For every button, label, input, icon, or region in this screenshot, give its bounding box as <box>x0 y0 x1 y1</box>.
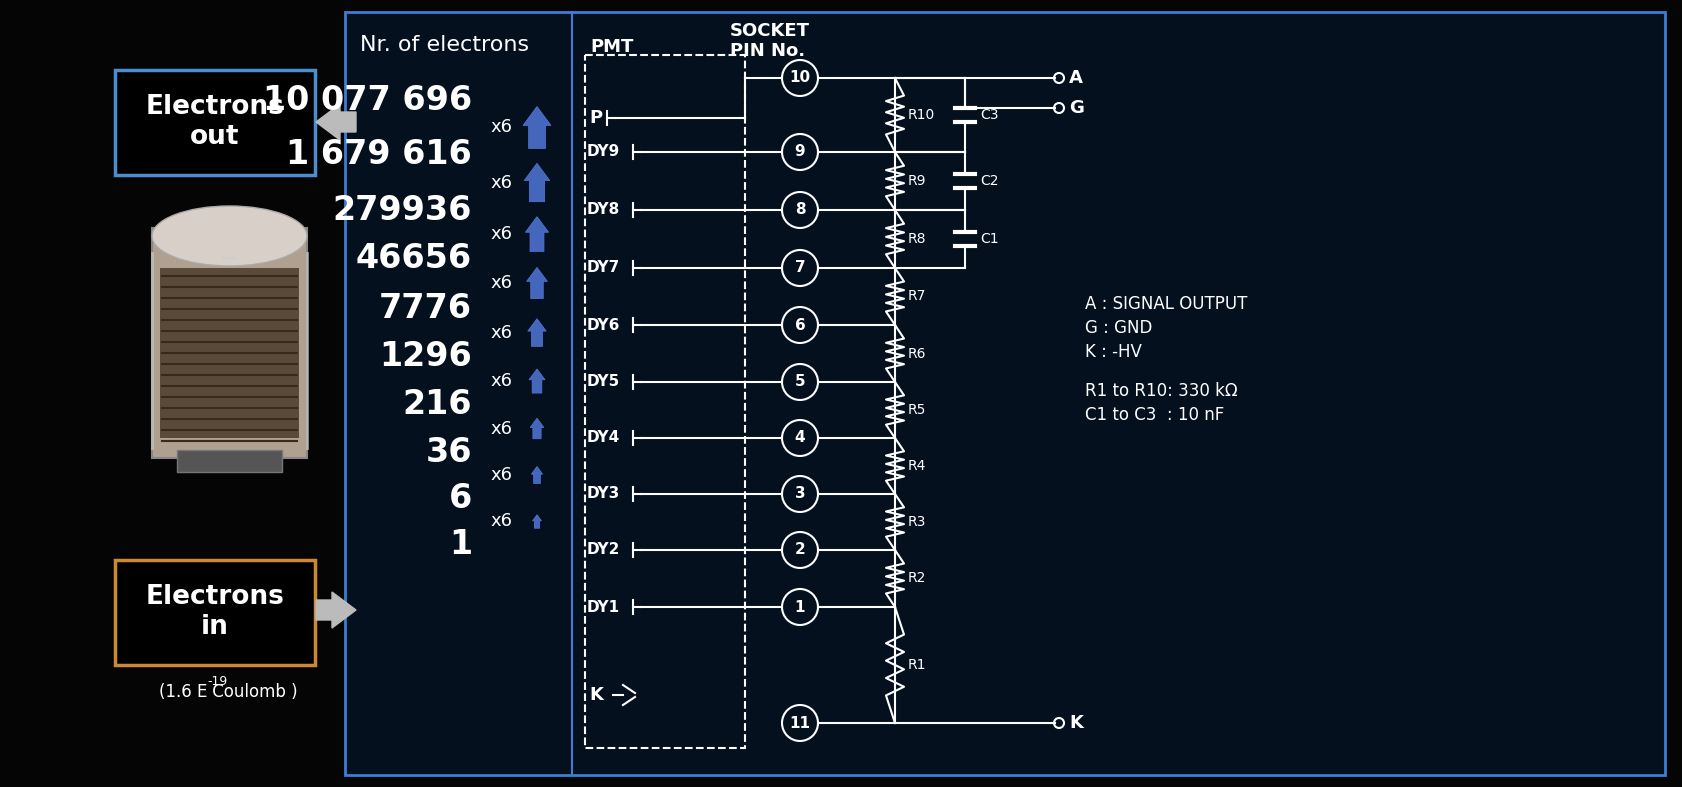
Text: 36: 36 <box>426 435 473 468</box>
Text: K: K <box>1070 714 1083 732</box>
Text: A : SIGNAL OUTPUT: A : SIGNAL OUTPUT <box>1085 295 1248 313</box>
Text: PMT: PMT <box>590 38 634 56</box>
Text: R5: R5 <box>908 403 927 417</box>
Text: 1296: 1296 <box>378 341 473 374</box>
Ellipse shape <box>151 206 308 266</box>
Polygon shape <box>528 319 547 346</box>
Text: R9: R9 <box>908 174 927 188</box>
Text: R1: R1 <box>908 658 927 672</box>
Polygon shape <box>525 163 550 201</box>
Text: R3: R3 <box>908 515 927 529</box>
Text: x6: x6 <box>489 225 511 243</box>
Polygon shape <box>525 216 548 251</box>
Text: x6: x6 <box>489 274 511 292</box>
Text: 8: 8 <box>794 202 806 217</box>
Text: x6: x6 <box>489 419 511 438</box>
Text: Electrons
out: Electrons out <box>146 94 284 150</box>
Text: R1 to R10: 330 kΩ: R1 to R10: 330 kΩ <box>1085 382 1238 400</box>
Bar <box>151 228 308 458</box>
Polygon shape <box>530 418 543 439</box>
Text: G: G <box>1070 99 1083 117</box>
Text: K: K <box>589 686 602 704</box>
Bar <box>177 450 283 472</box>
Text: Electrons
in: Electrons in <box>146 585 284 641</box>
Text: 10: 10 <box>789 71 811 86</box>
Text: 46656: 46656 <box>357 242 473 275</box>
Text: A: A <box>1070 69 1083 87</box>
Text: 4: 4 <box>794 430 806 445</box>
Text: DY3: DY3 <box>587 486 621 501</box>
Text: 9: 9 <box>794 145 806 160</box>
Text: C1 to C3  : 10 nF: C1 to C3 : 10 nF <box>1085 406 1224 424</box>
Polygon shape <box>528 369 545 393</box>
Bar <box>160 268 299 438</box>
Text: G : GND: G : GND <box>1085 319 1152 337</box>
Bar <box>114 70 315 175</box>
Text: 7: 7 <box>794 260 806 275</box>
Text: 1: 1 <box>796 600 806 615</box>
Text: PIN No.: PIN No. <box>730 42 806 60</box>
Text: 2: 2 <box>794 542 806 557</box>
Text: 279936: 279936 <box>333 194 473 227</box>
Text: x6: x6 <box>489 512 511 530</box>
Text: 1 679 616: 1 679 616 <box>286 139 473 172</box>
Polygon shape <box>523 106 552 149</box>
Text: R7: R7 <box>908 290 927 304</box>
Text: DY9: DY9 <box>587 145 621 160</box>
Text: 216: 216 <box>402 389 473 422</box>
Polygon shape <box>526 268 547 298</box>
Text: P: P <box>589 109 602 127</box>
Text: DY2: DY2 <box>587 542 621 557</box>
Text: -19: -19 <box>207 675 227 688</box>
Text: R2: R2 <box>908 571 927 586</box>
Text: C3: C3 <box>981 108 999 122</box>
Text: x6: x6 <box>489 173 511 191</box>
Polygon shape <box>533 515 542 528</box>
Text: R4: R4 <box>908 459 927 473</box>
Text: C2: C2 <box>981 174 999 188</box>
Text: Coulomb ): Coulomb ) <box>207 683 298 701</box>
Text: x6: x6 <box>489 372 511 390</box>
Polygon shape <box>316 104 357 140</box>
Text: 6: 6 <box>794 317 806 332</box>
Text: x6: x6 <box>489 323 511 342</box>
Text: DY7: DY7 <box>587 260 621 275</box>
Text: 3: 3 <box>794 486 806 501</box>
Text: DY8: DY8 <box>587 202 621 217</box>
Text: R10: R10 <box>908 108 935 122</box>
Text: DY1: DY1 <box>587 600 621 615</box>
Polygon shape <box>532 467 543 483</box>
Bar <box>345 12 1665 775</box>
Text: 1: 1 <box>449 529 473 561</box>
Polygon shape <box>316 592 357 628</box>
Text: x6: x6 <box>489 119 511 136</box>
Text: DY4: DY4 <box>587 430 621 445</box>
Text: x6: x6 <box>489 466 511 484</box>
Text: C1: C1 <box>981 232 999 246</box>
Text: SOCKET: SOCKET <box>730 22 811 40</box>
Text: DY5: DY5 <box>587 375 621 390</box>
Text: 5: 5 <box>794 375 806 390</box>
Text: DY6: DY6 <box>587 317 621 332</box>
Bar <box>114 560 315 665</box>
Text: K : -HV: K : -HV <box>1085 343 1142 361</box>
Text: R6: R6 <box>908 346 927 360</box>
Text: 7776: 7776 <box>378 291 473 324</box>
Bar <box>585 55 745 748</box>
Text: 11: 11 <box>789 715 811 730</box>
Text: R8: R8 <box>908 232 927 246</box>
Text: Nr. of electrons: Nr. of electrons <box>360 35 530 55</box>
Text: 10 077 696: 10 077 696 <box>262 83 473 116</box>
Text: 6: 6 <box>449 482 473 515</box>
Text: (1.6 E: (1.6 E <box>158 683 207 701</box>
